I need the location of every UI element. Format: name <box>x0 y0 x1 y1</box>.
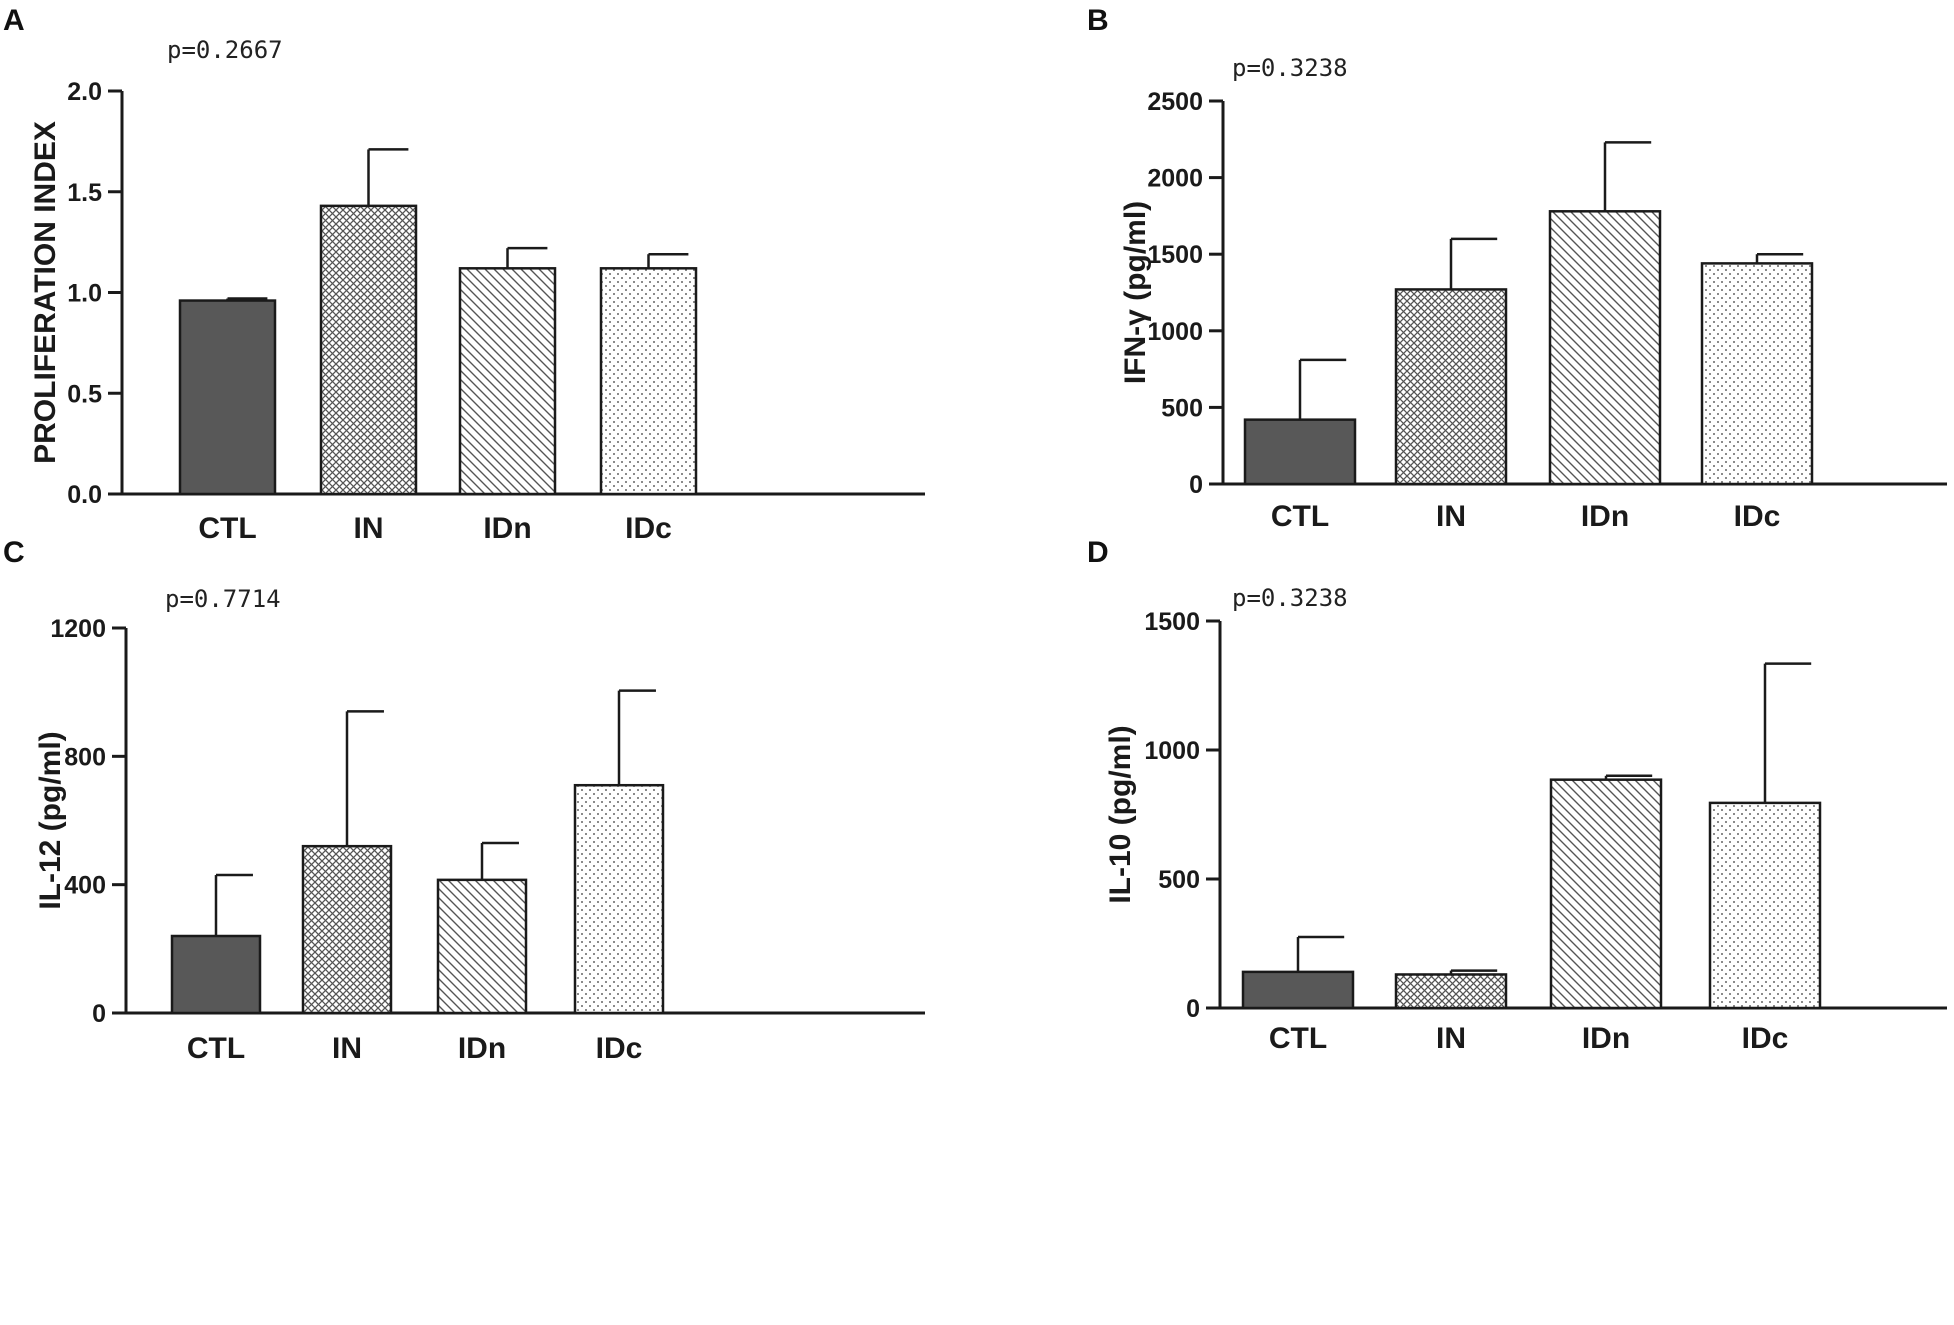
bar-ctl <box>1241 970 1355 1010</box>
bar-idc <box>1700 262 1814 486</box>
bar-in <box>1394 288 1508 486</box>
p-value: p=0.7714 <box>165 585 281 613</box>
bar-ctl <box>170 934 262 1015</box>
x-tick-label: CTL <box>1269 1022 1327 1055</box>
bar-idn <box>436 878 528 1015</box>
y-tick-label: 2000 <box>1147 165 1203 193</box>
y-tick-label: 2.0 <box>67 78 102 106</box>
panel-letter: C <box>3 536 25 569</box>
bar-idc <box>1708 801 1822 1010</box>
chart-panel-b: Bp=0.3238 IFN-γ (pg/ml) 0 500 1000 1500 2000 25… <box>1087 4 1947 533</box>
y-tick-label: 1.5 <box>67 179 102 207</box>
x-tick-label: IN <box>1436 500 1466 533</box>
y-tick-label: 400 <box>64 872 106 900</box>
y-axis-label: IL-12 (pg/ml) <box>34 731 67 909</box>
y-tick-label: 2500 <box>1147 88 1203 116</box>
y-tick-label: 500 <box>1158 866 1200 894</box>
x-tick-label: IDn <box>1582 1022 1630 1055</box>
panel-letter: A <box>3 4 25 37</box>
y-tick-label: 1500 <box>1144 608 1200 636</box>
x-tick-label: IN <box>1436 1022 1466 1055</box>
y-tick-label: 800 <box>64 743 106 771</box>
x-tick-label: IDc <box>596 1032 643 1065</box>
y-tick-label: 0 <box>1189 471 1203 499</box>
x-tick-label: CTL <box>1271 500 1329 533</box>
y-tick-label: 1000 <box>1144 737 1200 765</box>
x-tick-label: IDc <box>625 512 672 545</box>
y-tick-label: 1200 <box>50 615 106 643</box>
y-tick-label: 0 <box>92 1000 106 1028</box>
y-tick-label: 1.0 <box>67 280 102 308</box>
y-axis-label: IL-10 (pg/ml) <box>1104 725 1137 903</box>
x-tick-label: IDn <box>458 1032 506 1065</box>
x-tick-label: CTL <box>187 1032 245 1065</box>
x-tick-label: CTL <box>198 512 256 545</box>
p-value: p=0.3238 <box>1232 54 1348 82</box>
y-tick-label: 0.0 <box>67 481 102 509</box>
y-tick-label: 500 <box>1161 394 1203 422</box>
bar-ctl <box>1243 418 1357 486</box>
bar-in <box>319 204 418 496</box>
x-tick-label: IDn <box>1581 500 1629 533</box>
bar-in <box>1394 973 1508 1010</box>
x-tick-label: IN <box>332 1032 362 1065</box>
y-axis-label: PROLIFERATION INDEX <box>29 121 62 464</box>
y-tick-label: 1500 <box>1147 241 1203 269</box>
y-tick-label: 0 <box>1186 995 1200 1023</box>
panel-letter: B <box>1087 4 1109 37</box>
bar-idc <box>573 783 665 1015</box>
p-value: p=0.3238 <box>1232 584 1348 612</box>
chart-panel-d: Dp=0.3238 IL-10 (pg/ml) 0 500 1000 1500 CTL IN I… <box>1087 536 1947 1055</box>
panel-letter: D <box>1087 536 1109 569</box>
y-axis-label: IFN-γ (pg/ml) <box>1119 201 1152 384</box>
bar-in <box>301 844 393 1015</box>
bar-ctl <box>178 299 277 496</box>
chart-panel-c: Cp=0.7714 IL-12 (pg/ml) 0 400 800 1200 CTL IN ID… <box>3 536 925 1065</box>
x-tick-label: IDc <box>1742 1022 1789 1055</box>
x-tick-label: IDn <box>483 512 531 545</box>
x-tick-label: IDc <box>1734 500 1781 533</box>
bar-idn <box>1549 778 1663 1010</box>
bar-idn <box>1548 210 1662 486</box>
y-tick-label: 1000 <box>1147 318 1203 346</box>
x-tick-label: IN <box>354 512 384 545</box>
y-tick-label: 0.5 <box>67 380 102 408</box>
bar-idc <box>599 267 698 496</box>
bar-idn <box>458 267 557 496</box>
p-value: p=0.2667 <box>167 36 283 64</box>
